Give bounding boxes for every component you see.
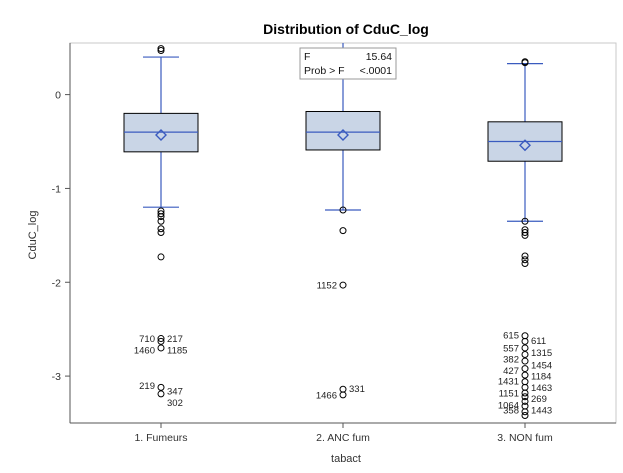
outlier-point bbox=[521, 217, 529, 225]
x-axis-ticks: 1. Fumeurs 2. ANC fum 3. NON fum bbox=[70, 422, 616, 444]
outlier-point bbox=[521, 337, 529, 345]
outlier-point bbox=[339, 281, 347, 289]
outlier-point bbox=[521, 259, 529, 267]
x-tick-label: 1. Fumeurs bbox=[134, 432, 187, 444]
outlier-label: 1463 bbox=[531, 383, 552, 394]
outlier-label: 1443 bbox=[531, 405, 552, 416]
outlier-point bbox=[521, 351, 529, 359]
outlier-point bbox=[521, 408, 529, 416]
stats-inset-box bbox=[299, 47, 397, 80]
box-group: 615 611 557 1315 382 1454 427 1184 1431 1463 1151 2… bbox=[487, 58, 563, 419]
outlier-point bbox=[521, 411, 529, 419]
outlier-point bbox=[521, 365, 529, 373]
stats-inset: F 15.64 Prob > F <.0001 bbox=[299, 47, 397, 80]
outlier-point bbox=[157, 337, 165, 345]
outlier-label: 1431 bbox=[498, 376, 519, 387]
mean-marker bbox=[155, 128, 167, 141]
outlier-label: 302 bbox=[167, 398, 183, 409]
outlier-point bbox=[157, 47, 165, 55]
y-tick-label: 0 bbox=[55, 90, 61, 102]
outlier-point bbox=[157, 344, 165, 352]
outlier-point bbox=[157, 217, 165, 225]
box-group: 1152 331 1466 bbox=[305, 43, 381, 401]
outlier-label: 427 bbox=[503, 366, 519, 377]
outlier-point bbox=[157, 229, 165, 237]
outlier-point bbox=[339, 385, 347, 393]
outlier-label: 615 bbox=[503, 330, 519, 341]
outlier-point bbox=[521, 59, 529, 67]
outlier-point bbox=[157, 335, 165, 343]
chart-title: Distribution of CduC_log bbox=[263, 21, 429, 37]
outlier-label: 1152 bbox=[317, 281, 337, 292]
outlier-point bbox=[521, 229, 529, 237]
outlier-point bbox=[339, 227, 347, 235]
outlier-point bbox=[157, 225, 165, 233]
outlier-label: 1460 bbox=[134, 345, 155, 356]
outlier-point bbox=[521, 393, 529, 401]
outlier-point bbox=[521, 397, 529, 405]
outlier-label: 611 bbox=[531, 336, 546, 347]
stats-inset-label: Prob > F bbox=[304, 65, 345, 77]
outlier-label: 1454 bbox=[531, 360, 552, 371]
outlier-point bbox=[157, 253, 165, 261]
outlier-point bbox=[157, 210, 165, 218]
outlier-point bbox=[521, 383, 529, 391]
outlier-label: 358 bbox=[503, 405, 519, 416]
outlier-label: 331 bbox=[349, 384, 365, 395]
outlier-point bbox=[521, 357, 529, 365]
outlier-point bbox=[157, 213, 165, 221]
outlier-point bbox=[157, 383, 165, 391]
outlier-point bbox=[157, 390, 165, 398]
outlier-label: 347 bbox=[167, 387, 183, 398]
outlier-point bbox=[339, 206, 347, 214]
outlier-label: 219 bbox=[139, 381, 155, 392]
y-axis-label: CduC_log bbox=[27, 211, 39, 260]
outlier-point bbox=[157, 45, 165, 53]
y-tick-label: -3 bbox=[52, 371, 61, 383]
x-tick-label: 3. NON fum bbox=[497, 432, 553, 444]
outlier-label: 1185 bbox=[167, 345, 187, 356]
outlier-label: 1184 bbox=[531, 372, 551, 383]
x-tick-label: 2. ANC fum bbox=[316, 432, 370, 444]
outlier-label: 382 bbox=[503, 355, 519, 366]
outlier-label: 269 bbox=[531, 394, 547, 405]
outlier-point bbox=[521, 256, 529, 264]
outlier-label: 710 bbox=[139, 334, 155, 345]
y-tick-label: -1 bbox=[52, 183, 61, 195]
outlier-point bbox=[521, 344, 529, 352]
mean-marker bbox=[519, 139, 531, 152]
outlier-point bbox=[521, 252, 529, 260]
x-axis-label: tabact bbox=[331, 453, 361, 465]
outlier-point bbox=[339, 391, 347, 399]
outlier-point bbox=[521, 231, 529, 239]
outlier-label: 1064 bbox=[498, 401, 519, 412]
outlier-point bbox=[521, 332, 529, 340]
y-axis-ticks: 0 -1 -2 -3 bbox=[52, 90, 70, 383]
outlier-label: 1315 bbox=[531, 348, 552, 359]
outlier-point bbox=[521, 378, 529, 386]
outlier-label: 217 bbox=[167, 334, 183, 345]
stats-inset-value: 15.64 bbox=[366, 51, 392, 63]
outlier-point bbox=[521, 389, 529, 397]
mean-marker bbox=[337, 128, 349, 141]
outlier-label: 557 bbox=[503, 343, 519, 354]
stats-inset-label: F bbox=[304, 51, 310, 63]
outlier-point bbox=[521, 371, 529, 379]
outlier-label: 1466 bbox=[316, 390, 337, 401]
outlier-label: 1151 bbox=[499, 388, 519, 399]
stats-inset-value: <.0001 bbox=[360, 65, 393, 77]
y-tick-label: -2 bbox=[52, 277, 61, 289]
